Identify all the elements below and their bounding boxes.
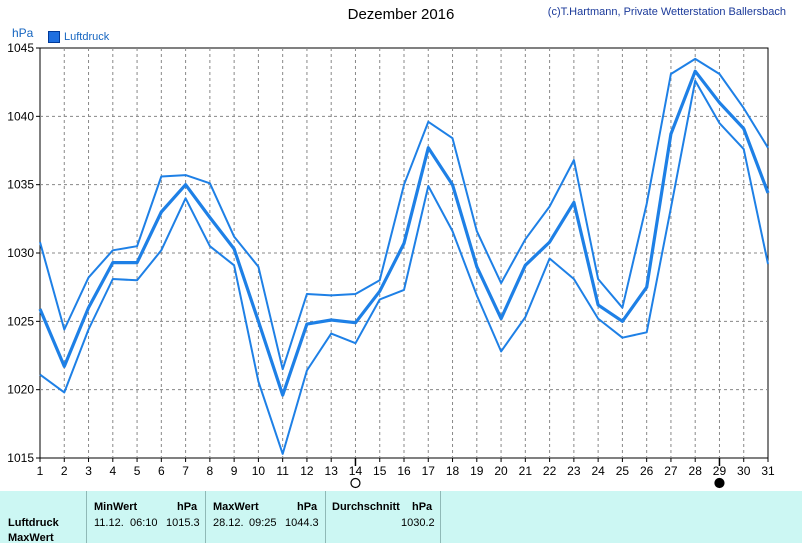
avg-value: 1030.2 [401, 517, 435, 529]
x-tick-label: 13 [325, 464, 339, 478]
stats-separator [86, 491, 87, 543]
max-value: 1044.3 [285, 517, 319, 529]
y-tick-label: 1020 [7, 383, 34, 397]
new-moon-icon [350, 477, 361, 489]
stats-separator [440, 491, 441, 543]
x-tick-label: 24 [591, 464, 605, 478]
x-tick-label: 4 [109, 464, 116, 478]
x-tick-label: 30 [737, 464, 751, 478]
x-tick-label: 31 [761, 464, 775, 478]
y-tick-label: 1040 [7, 109, 34, 123]
avg-unit: hPa [412, 501, 433, 513]
x-tick-label: 5 [134, 464, 141, 478]
x-tick-label: 28 [689, 464, 703, 478]
max-date: 28.12. [213, 517, 244, 529]
y-tick-label: 1035 [7, 178, 34, 192]
chart-area: 1 2 3 4 5 6 7 8 9 10 11 12 13 14 15 16 17 18 19 20 21 22 23 24 2… [7, 41, 775, 489]
max-time: 09:25 [249, 517, 277, 529]
x-tick-label: 6 [158, 464, 165, 478]
y-tick-label: 1045 [7, 41, 34, 55]
x-tick-label: 17 [422, 464, 436, 478]
x-tick-label: 26 [640, 464, 654, 478]
x-tick-label: 15 [373, 464, 387, 478]
y-axis-unit: hPa [12, 26, 34, 40]
x-tick-label: 27 [664, 464, 678, 478]
x-tick-label: 21 [519, 464, 533, 478]
x-tick-label: 23 [567, 464, 581, 478]
x-tick-label: 8 [207, 464, 214, 478]
copyright-text: (c)T.Hartmann, Private Wetterstation Bal… [547, 6, 786, 18]
legend-label: Luftdruck [64, 31, 110, 43]
x-tick-label: 14 [349, 464, 363, 478]
min-time: 06:10 [130, 517, 158, 529]
stats-separator [325, 491, 326, 543]
min-date: 11.12. [94, 517, 124, 529]
min-value: 1015.3 [166, 517, 200, 529]
x-tick-label: 25 [616, 464, 630, 478]
stats-separator [205, 491, 206, 543]
max-header: MaxWert [213, 501, 259, 513]
row-label-luftdruck: Luftdruck [8, 517, 59, 529]
row-label-maxwert: MaxWert [8, 532, 54, 544]
max-unit: hPa [297, 501, 318, 513]
x-tick-label: 16 [397, 464, 411, 478]
y-tick-label: 1030 [7, 246, 34, 260]
y-tick-label: 1025 [7, 314, 34, 328]
min-unit: hPa [177, 501, 198, 513]
x-tick-label: 19 [470, 464, 484, 478]
x-tick-label: 1 [37, 464, 44, 478]
x-tick-label: 2 [61, 464, 68, 478]
x-tick-label: 22 [543, 464, 557, 478]
legend: Luftdruck [48, 31, 109, 43]
x-tick-label: 10 [252, 464, 266, 478]
statistics-panel: Luftdruck MaxWert MinWert hPa 11.12. 06:… [0, 491, 802, 544]
legend-swatch [48, 31, 60, 43]
min-header: MinWert [94, 501, 138, 513]
series-line-mean [38, 69, 770, 397]
y-tick-label: 1015 [7, 451, 34, 465]
series-line-max [39, 57, 769, 371]
x-tick-label: 18 [446, 464, 460, 478]
full-moon-icon [714, 477, 725, 489]
x-tick-label: 3 [85, 464, 92, 478]
chart-title: Dezember 2016 [347, 6, 455, 23]
x-tick-label: 9 [231, 464, 238, 478]
x-tick-label: 7 [182, 464, 189, 478]
avg-header: Durchschnitt [332, 501, 400, 513]
series-line-min [39, 79, 769, 455]
x-tick-label: 29 [713, 464, 727, 478]
x-tick-label: 12 [300, 464, 314, 478]
x-tick-label: 20 [494, 464, 508, 478]
x-tick-label: 11 [276, 464, 289, 478]
